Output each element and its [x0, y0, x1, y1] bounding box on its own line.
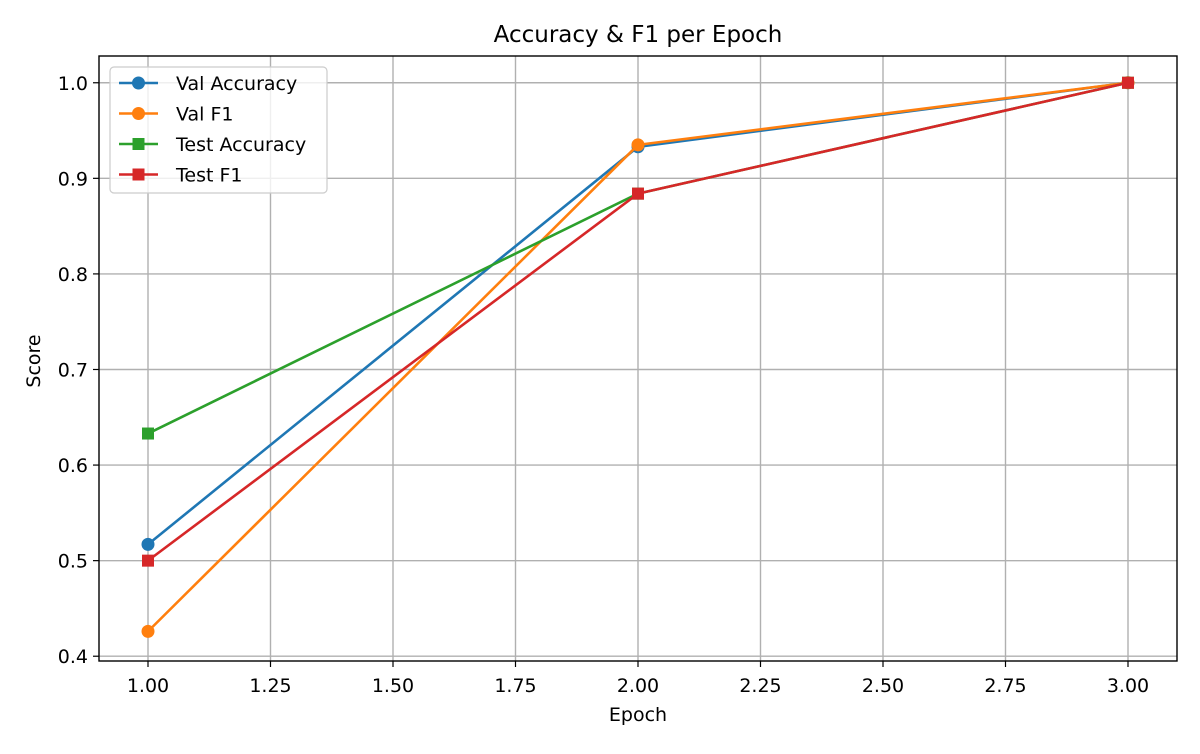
y-tick-label: 0.4 [58, 646, 88, 668]
y-tick-label: 0.6 [58, 455, 88, 477]
axis-ticks: 1.00 1.25 1.50 1.75 2.00 2.25 2.50 2.75 3.00 0.4 0… [58, 73, 1149, 697]
legend-marker-test-f1 [132, 168, 145, 181]
val-f1-point [631, 138, 645, 152]
legend-label-test-accuracy: Test Accuracy [175, 134, 306, 156]
y-tick-label: 1.0 [58, 73, 88, 95]
legend-marker-val-f1 [132, 107, 145, 120]
y-tick-label: 0.9 [58, 168, 88, 190]
y-tick-label: 0.7 [58, 359, 88, 381]
x-tick-label: 2.25 [739, 675, 781, 697]
x-tick-label: 3.00 [1107, 675, 1149, 697]
y-axis-label: Score [23, 334, 45, 387]
test-f1-point [142, 554, 154, 567]
val-accuracy-point [141, 537, 155, 551]
x-tick-label: 1.25 [249, 675, 291, 697]
legend-label-val-accuracy: Val Accuracy [176, 73, 297, 95]
legend-label-val-f1: Val F1 [176, 104, 234, 126]
test-f1-point [632, 187, 644, 200]
legend-box [109, 66, 328, 194]
y-tick-label: 0.8 [58, 264, 88, 286]
chart-title: Accuracy & F1 per Epoch [494, 22, 783, 48]
x-tick-label: 2.50 [862, 675, 904, 697]
series-lines [141, 76, 1135, 638]
y-tick-label: 0.5 [58, 551, 88, 573]
test-accuracy-point [142, 427, 154, 440]
x-tick-label: 2.75 [984, 675, 1026, 697]
x-tick-label: 1.50 [372, 675, 414, 697]
val-f1-point [141, 624, 155, 638]
x-tick-label: 1.75 [494, 675, 536, 697]
legend-marker-test-accuracy [132, 138, 145, 150]
test-f1-point [1122, 76, 1134, 89]
legend: Val Accuracy Val F1 Test Accuracy Test F1 [109, 66, 328, 194]
grid [99, 56, 1177, 661]
legend-marker-val-accuracy [132, 76, 145, 90]
legend-label-test-f1: Test F1 [175, 165, 242, 187]
x-tick-label: 1.00 [127, 675, 169, 697]
x-axis-label: Epoch [609, 704, 667, 726]
x-tick-label: 2.00 [617, 675, 659, 697]
